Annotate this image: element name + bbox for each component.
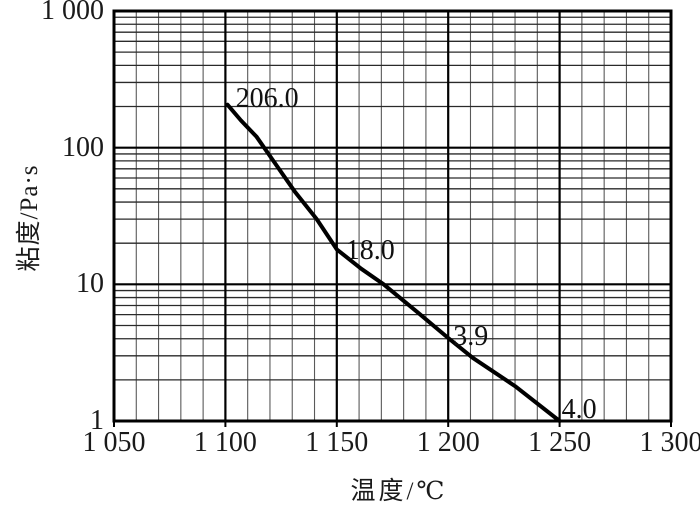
point-value-label: 4.0 [561, 394, 597, 425]
y-tick-label: 10 [76, 268, 104, 300]
plot-border [112, 9, 673, 423]
x-tick-label: 1 200 [416, 427, 480, 458]
x-tick-label: 1 100 [193, 427, 257, 458]
x-axis-title: 温度/℃ [350, 478, 448, 505]
y-tick-label: 1 000 [41, 0, 104, 26]
point-value-label: 3.9 [453, 320, 489, 352]
y-axis-title: 粘度/Pa·s [16, 164, 43, 272]
point-value-label: 18.0 [345, 235, 395, 267]
y-tick-label: 1 [90, 405, 104, 436]
point-value-label: 206.0 [235, 82, 299, 114]
x-tick-label: 1 250 [528, 427, 592, 458]
x-tick-label: 1 050 [82, 427, 146, 458]
y-tick-label: 100 [62, 131, 104, 163]
x-tick-label: 1 150 [305, 427, 369, 458]
x-tick-label: 1 300 [639, 427, 700, 458]
viscosity-curve [225, 102, 562, 423]
